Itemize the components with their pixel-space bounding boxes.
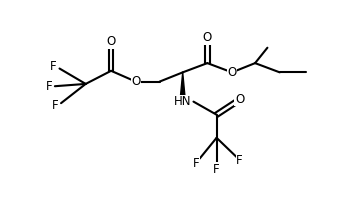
Text: F: F <box>46 80 53 93</box>
Text: F: F <box>213 163 220 176</box>
Text: F: F <box>52 99 58 112</box>
Text: F: F <box>236 154 243 167</box>
Text: O: O <box>227 66 237 79</box>
Text: F: F <box>193 157 200 170</box>
Text: F: F <box>50 60 57 73</box>
Text: O: O <box>106 35 116 48</box>
Polygon shape <box>180 72 185 97</box>
Text: O: O <box>203 31 212 44</box>
Text: O: O <box>131 75 140 88</box>
Text: HN: HN <box>174 95 192 108</box>
Text: O: O <box>235 93 244 106</box>
